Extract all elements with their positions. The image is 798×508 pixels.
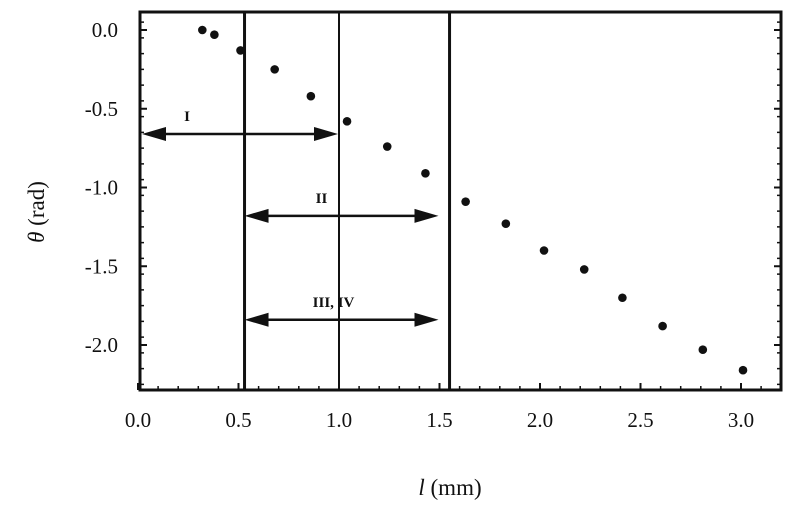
data-point bbox=[461, 197, 470, 206]
data-point bbox=[382, 142, 392, 151]
x-tick-label: 2.0 bbox=[527, 408, 553, 432]
data-points bbox=[198, 25, 748, 375]
data-point bbox=[698, 345, 708, 355]
x-tick-label: 1.5 bbox=[426, 408, 452, 432]
x-tick-label: 1.0 bbox=[326, 408, 352, 432]
x-axis-title: l (mm) bbox=[418, 475, 481, 500]
data-point bbox=[501, 219, 511, 229]
data-point bbox=[539, 246, 549, 255]
data-point bbox=[210, 30, 219, 40]
data-point bbox=[421, 169, 430, 178]
region-label: II bbox=[316, 191, 328, 207]
x-tick-label: 3.0 bbox=[728, 408, 754, 432]
y-axis-title: θ (rad) bbox=[24, 181, 49, 243]
plot-area bbox=[138, 10, 783, 392]
data-point bbox=[658, 321, 667, 331]
region-arrow: II bbox=[244, 191, 439, 223]
data-point bbox=[579, 265, 589, 274]
x-tick-label: 2.5 bbox=[627, 408, 653, 432]
y-tick-label: 0.0 bbox=[92, 18, 118, 42]
region-label: I bbox=[184, 109, 190, 125]
y-tick-label: -1.0 bbox=[85, 176, 118, 200]
region-label: III, IV bbox=[313, 295, 355, 311]
data-point bbox=[236, 46, 245, 55]
data-point bbox=[738, 365, 748, 375]
x-tick-label: 0.0 bbox=[125, 408, 151, 432]
region-arrow: I bbox=[142, 109, 338, 141]
y-axis: 0.0 -0.5 -1.0 -1.5 -2.0 bbox=[85, 18, 781, 386]
region-boundaries bbox=[243, 12, 452, 390]
y-tick-label: -2.0 bbox=[85, 333, 118, 357]
x-axis: 0.0 0.5 1.0 1.5 2.0 2.5 3.0 bbox=[125, 383, 762, 432]
y-tick-label: -1.5 bbox=[85, 254, 118, 278]
data-point bbox=[306, 91, 316, 101]
data-point bbox=[618, 293, 627, 303]
x-tick-label: 0.5 bbox=[225, 408, 251, 432]
data-point bbox=[270, 65, 279, 74]
data-point bbox=[198, 25, 207, 35]
y-tick-label: -0.5 bbox=[85, 97, 118, 121]
region-arrow: III, IV bbox=[244, 295, 439, 327]
data-point bbox=[342, 117, 352, 126]
